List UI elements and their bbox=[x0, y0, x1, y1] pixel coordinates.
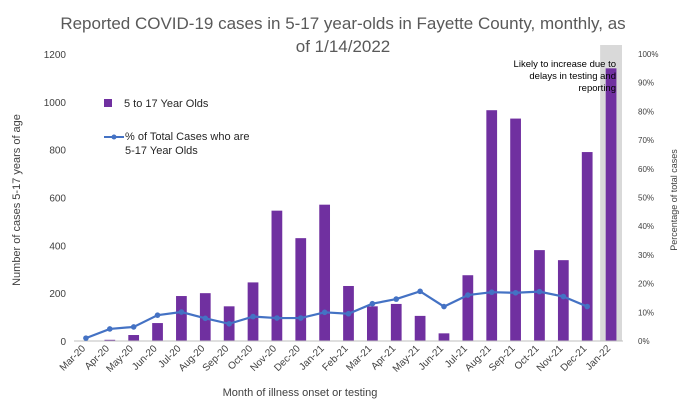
legend-bar-label: 5 to 17 Year Olds bbox=[124, 98, 209, 110]
y2-tick-label: 50% bbox=[638, 194, 654, 203]
legend: 5 to 17 Year Olds % of Total Cases who a… bbox=[104, 98, 250, 157]
y2-tick-label: 0% bbox=[638, 337, 650, 346]
point-oct-21 bbox=[536, 288, 543, 295]
point-feb-21 bbox=[345, 310, 352, 317]
point-nov-21 bbox=[560, 293, 567, 300]
y2-tick-label: 90% bbox=[638, 79, 654, 88]
bar-may-21 bbox=[414, 315, 426, 341]
y-axis-ticks: 0 200 400 600 800 1000 1200 bbox=[44, 50, 67, 348]
point-sep-21 bbox=[512, 289, 519, 296]
chart-title-line-2: of 1/14/2022 bbox=[296, 37, 391, 56]
bar-jan-21 bbox=[319, 204, 331, 341]
point-apr-21 bbox=[393, 296, 400, 302]
line-layer bbox=[83, 288, 590, 341]
bar-jun-21 bbox=[438, 333, 450, 341]
y-tick-label: 0 bbox=[60, 337, 66, 348]
point-mar-20 bbox=[83, 335, 89, 341]
y-tick-label: 600 bbox=[49, 194, 66, 205]
bar-nov-21 bbox=[557, 260, 569, 341]
bar-aug-21 bbox=[486, 110, 498, 342]
annotation: Likely to increase due to delays in testi… bbox=[514, 59, 616, 94]
bar-jan-22 bbox=[605, 68, 617, 341]
legend-line-marker bbox=[111, 134, 117, 140]
x-tick-label: Dec-20 bbox=[272, 343, 303, 374]
bar-mar-21 bbox=[366, 306, 378, 341]
percent-line bbox=[85, 290, 588, 340]
bar-nov-20 bbox=[271, 210, 283, 341]
bar-jun-20 bbox=[152, 323, 163, 341]
y2-axis-ticks: 0% 10% 20% 30% 40% 50% 60% 70% 80% 90% 100% bbox=[638, 50, 658, 346]
point-dec-21 bbox=[584, 303, 590, 310]
point-jun-21 bbox=[441, 303, 447, 310]
point-sep-20 bbox=[226, 320, 232, 327]
x-tick-label: Sep-21 bbox=[487, 343, 518, 374]
bar-sep-21 bbox=[510, 118, 521, 341]
legend-bar-swatch bbox=[104, 99, 112, 107]
bar-apr-20 bbox=[104, 339, 116, 341]
x-axis-title: Month of illness onset or testing bbox=[223, 387, 378, 399]
y2-tick-label: 60% bbox=[638, 165, 654, 174]
bar-jul-20 bbox=[176, 296, 187, 341]
y-axis-title: Number of cases 5-17 years of age bbox=[11, 114, 23, 286]
x-tick-label: Mar-21 bbox=[344, 343, 374, 373]
bar-oct-21 bbox=[534, 250, 545, 341]
bar-may-20 bbox=[128, 335, 140, 341]
point-dec-20 bbox=[297, 315, 304, 321]
y2-tick-label: 20% bbox=[638, 280, 654, 289]
point-jan-21 bbox=[321, 309, 328, 316]
y2-tick-label: 40% bbox=[638, 222, 654, 231]
bar-dec-21 bbox=[581, 152, 593, 341]
point-jul-21 bbox=[465, 292, 471, 298]
point-jul-20 bbox=[178, 309, 185, 315]
y-tick-label: 800 bbox=[49, 146, 66, 157]
y2-tick-label: 10% bbox=[638, 308, 654, 317]
y2-tick-label: 30% bbox=[638, 251, 654, 260]
point-nov-20 bbox=[274, 315, 280, 321]
x-tick-label: Jun-21 bbox=[417, 343, 447, 373]
chart-title-line-1: Reported COVID-19 cases in 5-17 year-old… bbox=[60, 14, 625, 33]
bar-dec-20 bbox=[295, 238, 307, 341]
y-tick-label: 200 bbox=[49, 289, 66, 300]
y2-axis-title: Percentage of total cases bbox=[669, 149, 679, 251]
x-tick-label: Sep-20 bbox=[201, 343, 232, 374]
x-tick-label: May-21 bbox=[391, 343, 423, 375]
y2-tick-label: 80% bbox=[638, 107, 654, 116]
y2-tick-label: 70% bbox=[638, 136, 654, 145]
bar-oct-20 bbox=[247, 282, 259, 341]
x-axis-ticks: Mar-20Apr-20May-20Jun-20Jul-20Aug-20Sep-… bbox=[58, 343, 614, 375]
y-tick-label: 400 bbox=[49, 241, 66, 252]
point-apr-20 bbox=[107, 326, 113, 332]
x-tick-label: Dec-21 bbox=[559, 343, 590, 374]
point-mar-21 bbox=[369, 300, 376, 307]
point-aug-21 bbox=[488, 289, 495, 296]
x-tick-label: May-20 bbox=[104, 343, 136, 375]
point-may-20 bbox=[130, 324, 137, 330]
bar-jul-21 bbox=[462, 275, 474, 341]
x-tick-label: Jun-20 bbox=[130, 343, 160, 373]
point-oct-20 bbox=[250, 313, 256, 320]
x-tick-label: Jan-22 bbox=[584, 343, 614, 373]
bar-apr-21 bbox=[390, 303, 402, 341]
y2-tick-label: 100% bbox=[638, 50, 658, 59]
point-aug-20 bbox=[202, 315, 209, 322]
point-may-21 bbox=[417, 288, 423, 295]
y-tick-label: 1000 bbox=[44, 98, 67, 109]
chart-title: Reported COVID-19 cases in 5-17 year-old… bbox=[60, 14, 625, 56]
y-tick-label: 1200 bbox=[44, 50, 67, 61]
legend-line-label: % of Total Cases who are 5-17 Year Olds bbox=[125, 131, 250, 157]
point-jun-20 bbox=[154, 312, 161, 318]
